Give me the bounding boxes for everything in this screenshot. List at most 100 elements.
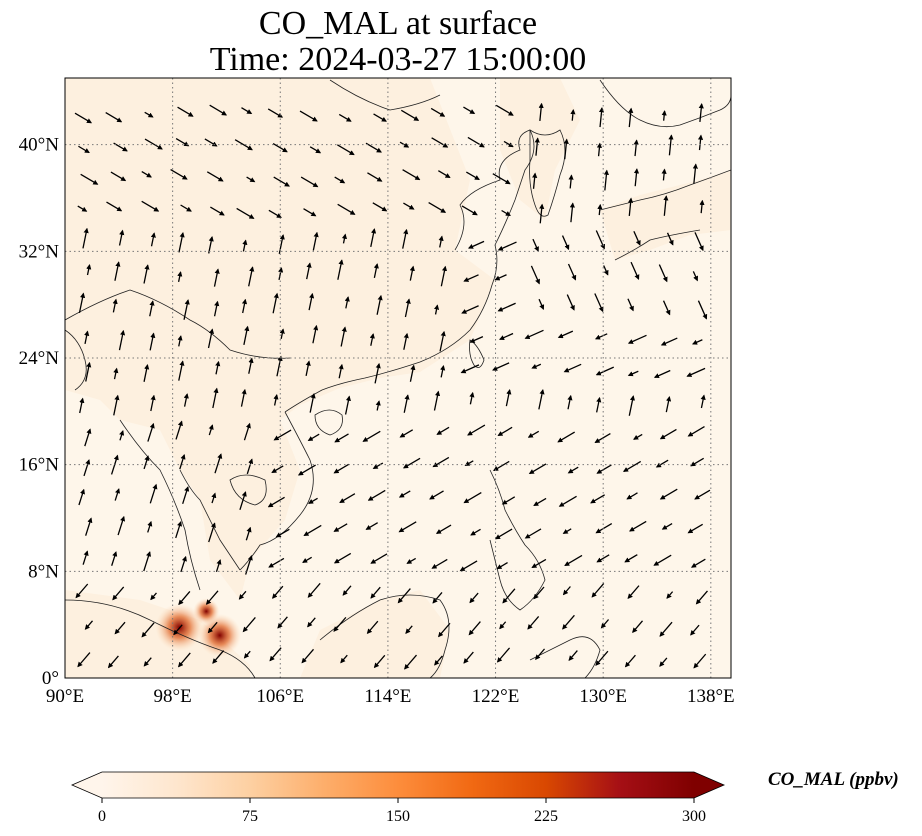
- wind-arrow: [493, 460, 510, 471]
- wind-arrow: [534, 137, 540, 156]
- wind-arrow: [431, 558, 448, 569]
- wind-arrow: [596, 554, 610, 563]
- wind-arrow: [373, 113, 387, 122]
- wind-arrow: [239, 491, 247, 511]
- wind-arrow: [505, 388, 512, 407]
- latitude-ticks: 0° 8°N 16°N 24°N 32°N 40°N: [19, 135, 60, 689]
- wind-arrow: [340, 326, 347, 347]
- wind-arrow: [567, 394, 573, 410]
- wind-arrow: [495, 104, 514, 116]
- wind-arrow: [143, 455, 150, 470]
- wind-arrow: [557, 330, 574, 339]
- wind-arrow: [630, 261, 640, 280]
- wind-arrow: [628, 395, 636, 416]
- wind-arrow: [344, 296, 350, 309]
- wind-arrow: [370, 228, 377, 248]
- wind-arrow: [306, 262, 312, 280]
- wind-arrow: [79, 397, 85, 414]
- wind-arrow: [595, 366, 615, 376]
- wind-arrow: [337, 259, 344, 280]
- wind-arrow: [179, 453, 186, 470]
- colorbar-tick-label: 75: [242, 808, 258, 825]
- wind-arrow: [141, 200, 160, 212]
- wind-arrow: [105, 112, 123, 123]
- wind-arrow: [627, 370, 639, 377]
- wind-arrow: [114, 488, 121, 501]
- wind-arrow: [594, 433, 611, 443]
- wind-arrow: [215, 360, 221, 375]
- wind-arrow: [85, 361, 92, 382]
- wind-arrow: [567, 263, 577, 281]
- wind-arrow: [668, 134, 674, 156]
- wind-arrow: [562, 528, 572, 534]
- wind-arrow: [463, 106, 476, 115]
- wind-arrow: [212, 650, 225, 664]
- wind-arrow: [627, 585, 640, 600]
- wind-arrow: [591, 582, 605, 598]
- wind-arrow: [302, 556, 313, 563]
- wind-arrow: [207, 621, 218, 634]
- wind-arrow: [531, 558, 547, 569]
- wind-arrow: [269, 647, 282, 662]
- wind-arrow: [271, 465, 284, 473]
- wind-arrow: [205, 590, 219, 605]
- wind-arrow: [564, 554, 583, 567]
- wind-arrow: [143, 657, 152, 667]
- wind-arrow: [212, 387, 219, 409]
- wind-arrow: [243, 650, 251, 659]
- wind-arrow: [633, 433, 643, 440]
- wind-arrow: [524, 528, 542, 539]
- wind-arrow: [692, 339, 703, 345]
- wind-arrow: [405, 625, 413, 634]
- wind-arrow: [690, 624, 700, 636]
- wind-arrow: [538, 388, 545, 410]
- colorbar-tick-label: 300: [682, 808, 706, 825]
- wind-arrow: [213, 300, 220, 317]
- lat-tick-label: 8°N: [28, 561, 59, 582]
- map-frame: [64, 77, 732, 679]
- wind-arrow: [563, 363, 582, 373]
- wind-arrow: [492, 173, 511, 185]
- lon-tick-label: 98°E: [154, 686, 192, 707]
- wind-arrow: [430, 107, 446, 117]
- wind-arrow: [177, 335, 183, 347]
- wind-arrow: [279, 328, 285, 339]
- wind-arrow: [436, 426, 450, 435]
- wind-arrow: [655, 459, 669, 468]
- wind-arrow: [690, 558, 706, 568]
- wind-arrow: [182, 486, 190, 504]
- wind-arrow: [538, 102, 544, 121]
- wind-vectors: [74, 102, 711, 670]
- wind-arrow: [700, 394, 706, 409]
- wind-arrow: [209, 104, 228, 116]
- wind-arrow: [143, 364, 150, 382]
- wind-arrow: [438, 170, 451, 179]
- wind-arrow: [595, 650, 609, 666]
- wind-arrow: [459, 560, 478, 572]
- wind-arrow: [177, 271, 183, 282]
- wind-arrow: [84, 330, 90, 344]
- wind-arrow: [334, 433, 349, 443]
- wind-arrow: [660, 337, 678, 346]
- wind-arrow: [557, 431, 576, 443]
- lon-tick-label: 122°E: [472, 686, 520, 707]
- wind-arrow: [438, 235, 444, 248]
- wind-arrow: [339, 493, 356, 504]
- wind-arrow: [460, 364, 480, 374]
- wind-arrow: [78, 292, 86, 314]
- wind-arrow: [119, 430, 125, 441]
- wind-arrow: [175, 137, 190, 147]
- wind-arrow: [461, 205, 478, 216]
- wind-arrow: [373, 263, 379, 279]
- wind-arrow: [367, 489, 386, 501]
- wind-arrow: [659, 488, 678, 500]
- wind-arrow: [433, 390, 441, 411]
- wind-arrow: [175, 520, 182, 539]
- lat-tick-label: 40°N: [19, 135, 60, 156]
- wind-arrow: [242, 617, 256, 633]
- wind-arrow: [376, 294, 383, 315]
- wind-arrow: [409, 265, 415, 281]
- wind-arrow: [594, 293, 604, 313]
- wind-arrow: [527, 616, 540, 630]
- wind-arrow: [467, 240, 485, 249]
